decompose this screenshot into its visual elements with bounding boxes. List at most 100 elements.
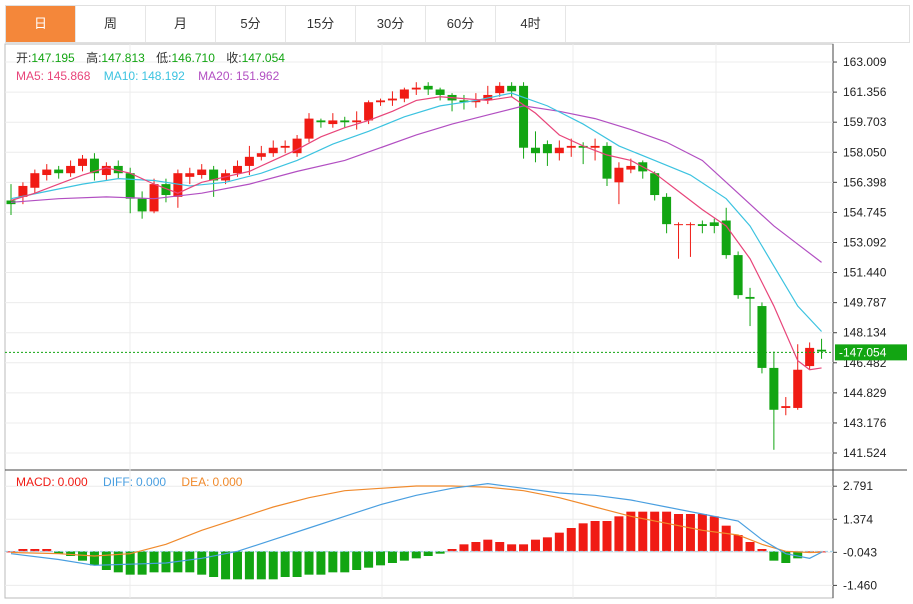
candles [5,82,833,450]
macd-bar-3 [42,549,52,552]
y-tick-label-9: 148.134 [843,326,887,340]
candle-body-32 [387,98,397,101]
tab-2[interactable]: 月 [146,6,216,42]
macd-bar-42 [507,544,517,552]
macd-bar-37 [447,549,457,552]
macd-bar-36 [435,551,445,554]
candle-body-43 [519,85,529,148]
macd-bar-15 [185,551,195,573]
candle-body-63 [757,306,767,368]
last-price-tag [835,344,907,361]
macd-bar-27 [328,551,338,573]
macd-bar-55 [662,511,672,552]
macd-bar-53 [638,511,648,552]
candle-body-33 [399,89,409,99]
macd-bar-24 [292,551,302,577]
candle-body-59 [709,222,719,226]
y-tick-label-8: 149.787 [843,296,887,310]
macd-bar-40 [483,539,493,552]
candle-body-61 [733,255,743,296]
macd-tick-label-2: -0.043 [843,545,877,559]
macd-bar-47 [566,528,576,552]
macd-bar-34 [411,551,421,559]
candle-body-9 [113,165,123,174]
macd-bar-17 [209,551,219,577]
candle-body-39 [471,100,481,103]
period-tabs: 日周月 5分 15分 30分 60分 4时 [5,5,910,43]
y-tick-label-6: 153.092 [843,235,887,249]
candle-body-8 [101,165,111,176]
macd-bar-25 [304,551,314,575]
macd-histogram [5,511,833,580]
candle-body-19 [232,165,242,174]
macd-tick-label-1: 1.374 [843,512,873,526]
ma-info: MA5: 145.868 MA10: 148.192 MA20: 151.962 [16,69,280,83]
tab-5[interactable]: 30分 [356,6,426,42]
tab-7[interactable]: 4时 [496,6,566,42]
candle-body-15 [185,173,195,177]
tab-0[interactable]: 日 [6,6,76,42]
candle-body-16 [197,169,207,176]
macd-bar-20 [244,551,254,580]
ohlc-info: 开:147.195 高:147.813 低:146.710 收:147.054 [16,50,285,65]
candle-body-14 [173,173,183,197]
candle-body-3 [42,169,52,176]
y-tick-label-7: 151.440 [843,266,887,280]
candle-body-23 [280,145,290,148]
macd-bar-46 [554,532,564,552]
macd-bar-44 [530,539,540,552]
macd-bar-21 [256,551,266,580]
y-tick-label-0: 163.009 [843,55,887,69]
y-tick-label-5: 154.745 [843,205,887,219]
macd-bar-11 [137,551,147,575]
candle-body-2 [30,173,40,188]
candle-body-48 [578,145,588,148]
macd-bar-61 [733,535,743,552]
macd-bar-23 [280,551,290,577]
candle-body-44 [530,147,540,154]
candle-body-56 [674,224,684,226]
candle-body-64 [769,367,779,410]
last-price-label: -147.054 [839,345,887,359]
macd-bar-63 [757,549,767,552]
tab-1[interactable]: 周 [76,6,146,42]
macd-bar-56 [674,514,684,552]
candle-body-13 [161,184,171,196]
candle-body-11 [137,198,147,212]
candle-body-27 [328,120,338,125]
macd-bar-5 [66,551,76,556]
macd-bar-39 [471,542,481,552]
tab-3[interactable]: 5分 [216,6,286,42]
candle-body-62 [745,296,755,299]
macd-bar-54 [650,511,660,552]
candle-body-54 [650,173,660,196]
tab-6[interactable]: 60分 [426,6,496,42]
dea-line [10,485,822,557]
macd-bar-65 [781,551,791,563]
macd-bar-28 [340,551,350,573]
candle-body-38 [459,100,469,103]
candle-body-50 [602,145,612,179]
candle-body-47 [566,145,576,148]
macd-bar-8 [101,551,111,570]
grid [4,43,907,599]
ma20-line [10,105,822,263]
candle-body-28 [340,120,350,123]
macd-bar-31 [376,551,386,566]
candle-body-1 [18,185,28,197]
candle-body-30 [364,102,374,121]
candle-body-26 [316,120,326,123]
macd-bar-18 [221,551,231,580]
macd-bar-16 [197,551,207,575]
macd-bar-7 [89,551,99,566]
macd-bar-50 [602,521,612,552]
macd-bar-12 [149,551,159,573]
macd-bar-9 [113,551,123,573]
candle-body-51 [614,167,624,183]
macd-bar-51 [614,516,624,552]
macd-bar-57 [685,514,695,552]
macd-bar-66 [793,551,803,559]
candle-body-5 [66,165,76,174]
tab-4[interactable]: 15分 [286,6,356,42]
macd-bar-62 [745,542,755,552]
